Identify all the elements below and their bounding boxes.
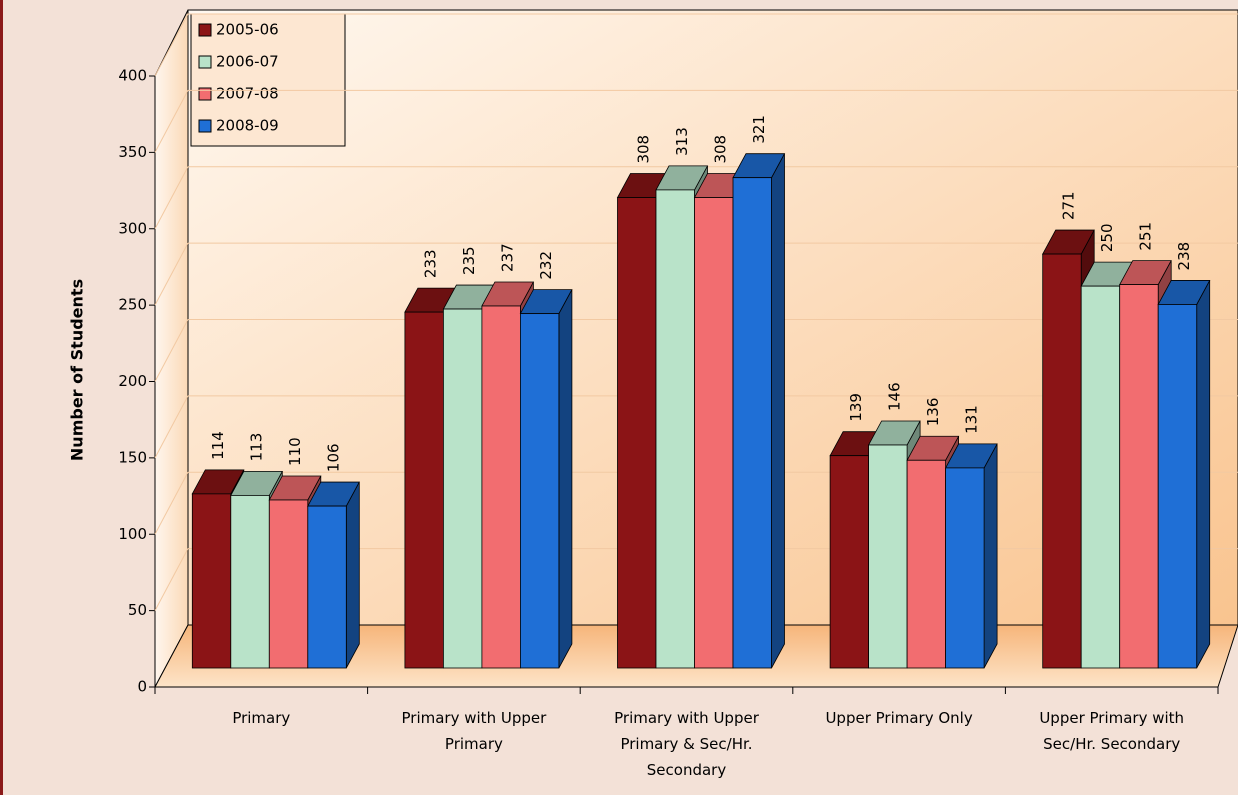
bar-side bbox=[1196, 280, 1211, 669]
value-label: 251 bbox=[1136, 222, 1154, 251]
bar-front bbox=[617, 197, 657, 669]
y-tick-label: 0 bbox=[137, 678, 147, 696]
legend-label: 2008-09 bbox=[216, 117, 279, 135]
bar-front bbox=[906, 459, 946, 669]
page-border bbox=[0, 0, 3, 795]
legend-swatch bbox=[198, 55, 212, 69]
value-label: 114 bbox=[209, 431, 227, 460]
bar-front bbox=[829, 455, 869, 669]
legend-swatch bbox=[198, 119, 212, 133]
bar-front bbox=[442, 308, 483, 669]
y-tick-label: 50 bbox=[128, 601, 147, 619]
value-label: 110 bbox=[286, 437, 304, 466]
bar-front bbox=[694, 197, 734, 669]
x-tick-label: Upper Primary with Sec/Hr. Secondary bbox=[1039, 709, 1184, 753]
bar-side bbox=[558, 289, 573, 669]
bar-front bbox=[945, 467, 985, 669]
value-label: 321 bbox=[750, 115, 768, 144]
value-label: 106 bbox=[325, 443, 343, 472]
value-label: 131 bbox=[962, 405, 980, 434]
grid-line-side bbox=[154, 90, 189, 153]
value-label: 238 bbox=[1175, 242, 1193, 271]
value-label: 139 bbox=[847, 393, 865, 422]
value-label: 313 bbox=[673, 127, 691, 156]
value-label: 232 bbox=[537, 251, 555, 280]
bar-side bbox=[771, 153, 785, 669]
value-label: 308 bbox=[634, 135, 652, 164]
bar-front bbox=[520, 313, 560, 669]
bar-front bbox=[1119, 284, 1159, 669]
bar-front bbox=[307, 505, 347, 669]
value-label: 113 bbox=[248, 433, 266, 462]
y-tick-label: 250 bbox=[118, 296, 147, 314]
x-tick-label: Primary with Upper Primary & Sec/Hr. Secon… bbox=[614, 709, 760, 779]
grid-line-side bbox=[154, 242, 189, 306]
bar-front bbox=[230, 494, 270, 669]
bar-front bbox=[732, 177, 772, 669]
bar bbox=[1080, 261, 1134, 669]
y-tick-label: 350 bbox=[118, 143, 147, 161]
bar bbox=[1157, 280, 1211, 669]
bar-front bbox=[481, 305, 521, 669]
bar-front bbox=[1157, 304, 1198, 669]
bar bbox=[732, 153, 786, 669]
x-tick-label: Primary bbox=[232, 709, 290, 727]
value-label: 233 bbox=[422, 249, 440, 278]
grid-line-side bbox=[154, 472, 189, 535]
value-label: 136 bbox=[924, 398, 942, 427]
bar-front bbox=[268, 499, 309, 669]
bar-front bbox=[1080, 285, 1121, 669]
grid-line-side bbox=[154, 548, 189, 611]
legend: 2005-06 2006-07 2007-08 2008-09 bbox=[190, 13, 346, 147]
value-label: 146 bbox=[885, 382, 903, 411]
x-tick-label: Upper Primary Only bbox=[825, 709, 972, 727]
y-axis-label: Number of Students bbox=[68, 279, 87, 461]
bar-front bbox=[191, 493, 232, 669]
value-label: 237 bbox=[499, 243, 517, 272]
bar-front bbox=[404, 311, 444, 669]
grid-line-side bbox=[154, 319, 189, 382]
value-label: 250 bbox=[1098, 223, 1116, 252]
side-wall bbox=[154, 9, 189, 688]
bar bbox=[944, 443, 998, 669]
value-label: 308 bbox=[711, 135, 729, 164]
y-tick-label: 400 bbox=[118, 67, 147, 85]
bar-front bbox=[1042, 253, 1082, 669]
bar-front bbox=[868, 444, 908, 669]
bar-side bbox=[983, 443, 998, 669]
y-tick-label: 100 bbox=[118, 525, 147, 543]
bar-side bbox=[345, 481, 360, 669]
legend-swatch bbox=[198, 23, 212, 37]
value-label: 271 bbox=[1059, 191, 1077, 220]
grid-line-side bbox=[154, 395, 189, 459]
legend-label: 2007-08 bbox=[216, 85, 279, 103]
bar bbox=[519, 289, 573, 669]
legend-label: 2005-06 bbox=[216, 21, 279, 39]
y-tick-label: 300 bbox=[118, 219, 147, 237]
grid-line-side bbox=[154, 166, 189, 229]
bar bbox=[307, 481, 360, 669]
legend-swatch bbox=[198, 87, 212, 101]
bar-front bbox=[655, 189, 695, 669]
value-label: 235 bbox=[460, 246, 478, 275]
legend-box bbox=[190, 13, 346, 147]
x-tick-label: Primary with Upper Primary bbox=[402, 709, 548, 753]
y-tick-label: 150 bbox=[118, 448, 147, 466]
legend-label: 2006-07 bbox=[216, 53, 279, 71]
grid-line-side bbox=[154, 13, 189, 77]
y-tick-label: 200 bbox=[118, 372, 147, 390]
